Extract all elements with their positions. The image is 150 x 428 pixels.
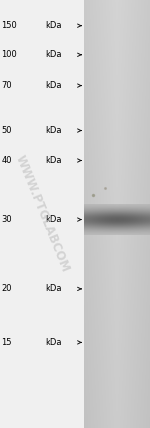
Text: WWW.PTGLABCOM: WWW.PTGLABCOM (12, 154, 72, 274)
Text: kDa: kDa (45, 338, 62, 347)
Text: kDa: kDa (45, 126, 62, 135)
Text: 40: 40 (2, 156, 12, 165)
Text: kDa: kDa (45, 156, 62, 165)
Text: 30: 30 (2, 215, 12, 224)
Text: 50: 50 (2, 126, 12, 135)
Text: kDa: kDa (45, 21, 62, 30)
Text: 70: 70 (2, 81, 12, 90)
Text: kDa: kDa (45, 284, 62, 294)
Text: 20: 20 (2, 284, 12, 294)
Text: kDa: kDa (45, 215, 62, 224)
Text: kDa: kDa (45, 50, 62, 59)
Text: 150: 150 (2, 21, 17, 30)
Text: kDa: kDa (45, 81, 62, 90)
Text: 100: 100 (2, 50, 17, 59)
Text: 15: 15 (2, 338, 12, 347)
